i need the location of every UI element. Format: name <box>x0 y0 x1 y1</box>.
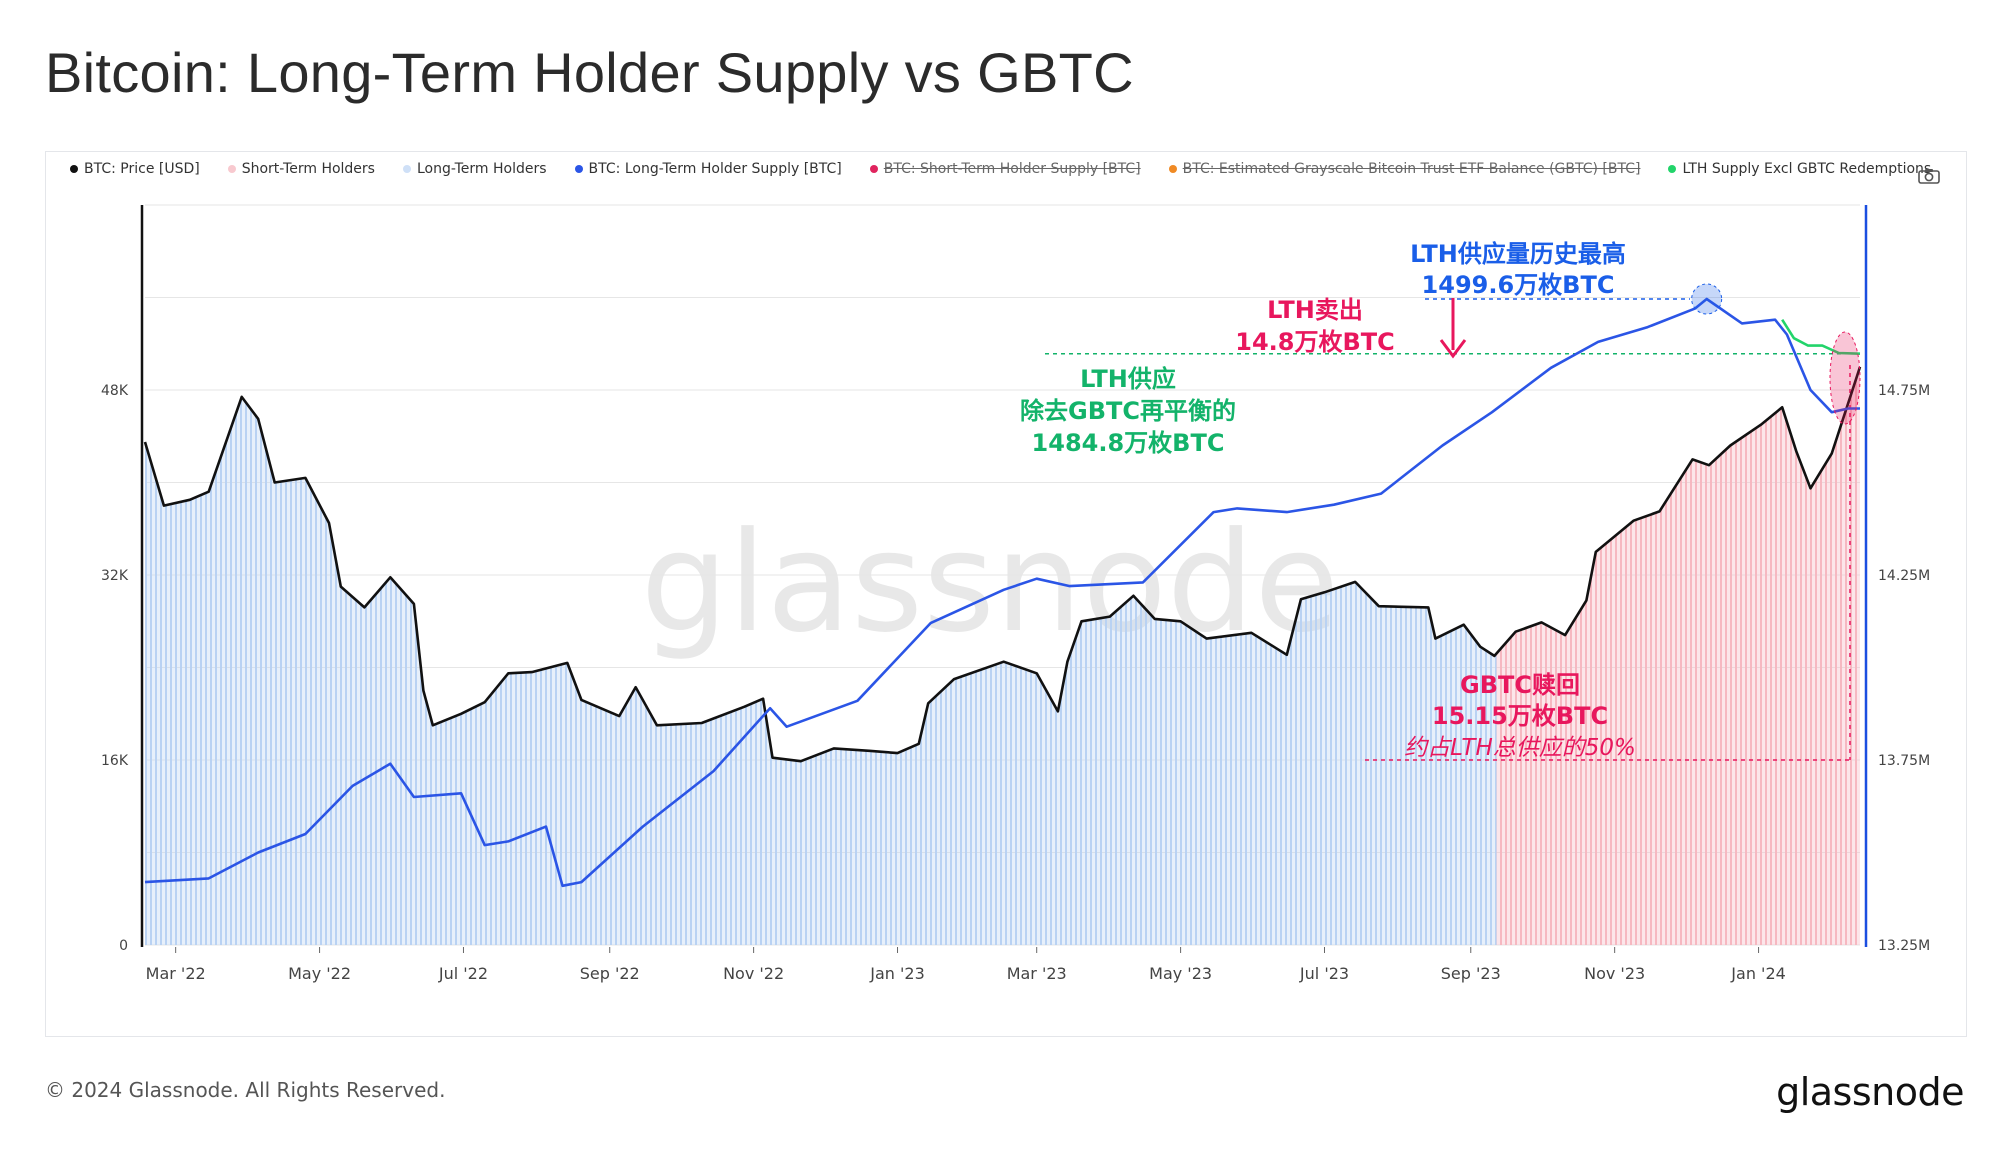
legend-swatch <box>1168 165 1177 173</box>
legend-label: LTH Supply Excl GBTC Redemptions <box>1682 161 1932 177</box>
legend-swatch <box>574 165 583 173</box>
legend-item[interactable]: BTC: Short-Term Holder Supply [BTC] <box>869 161 1141 177</box>
footer-copyright: © 2024 Glassnode. All Rights Reserved. <box>45 1078 446 1102</box>
legend-item[interactable]: BTC: Price [USD] <box>70 161 200 177</box>
camera-icon[interactable] <box>1918 168 1940 184</box>
legend-label: BTC: Short-Term Holder Supply [BTC] <box>883 161 1141 177</box>
chart-legend: BTC: Price [USD] Short-Term Holders Long-T… <box>70 161 1931 177</box>
footer-logo[interactable]: glassnode <box>1776 1070 1964 1114</box>
legend-label: BTC: Estimated Grayscale Bitcoin Trust E… <box>1182 161 1641 177</box>
legend-item[interactable]: Long-Term Holders <box>402 161 547 177</box>
legend-swatch <box>1668 165 1677 173</box>
legend-item[interactable]: LTH Supply Excl GBTC Redemptions <box>1668 161 1931 177</box>
legend-item[interactable]: BTC: Estimated Grayscale Bitcoin Trust E… <box>1168 161 1641 177</box>
legend-label: BTC: Long-Term Holder Supply [BTC] <box>588 161 842 177</box>
legend-swatch <box>869 165 878 173</box>
legend-label: Long-Term Holders <box>416 161 547 177</box>
chart-frame <box>45 151 1967 1037</box>
legend-swatch <box>70 165 78 173</box>
legend-item[interactable]: Short-Term Holders <box>227 161 375 177</box>
legend-label: BTC: Price [USD] <box>84 161 200 177</box>
page-title: Bitcoin: Long-Term Holder Supply vs GBTC <box>45 41 1134 104</box>
legend-swatch <box>227 165 236 173</box>
legend-swatch <box>402 165 411 173</box>
legend-label: Short-Term Holders <box>241 161 375 177</box>
legend-item[interactable]: BTC: Long-Term Holder Supply [BTC] <box>574 161 842 177</box>
